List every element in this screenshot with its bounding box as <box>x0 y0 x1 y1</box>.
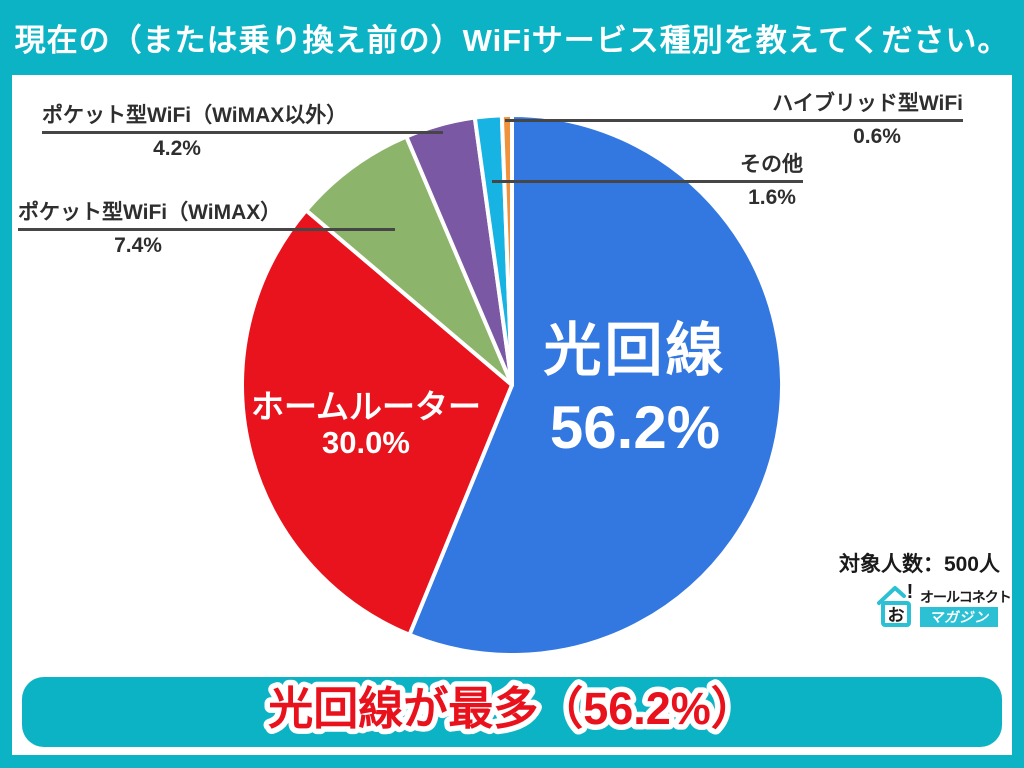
conclusion-banner: 光回線が最多（56.2%） <box>22 677 1002 747</box>
callout-pct-hybrid-wifi: 0.6% <box>853 125 901 148</box>
sample-size-note: 対象人数：500人 <box>838 553 1000 576</box>
pie-slice <box>240 208 514 637</box>
callout-label: ポケット型WiFi（WiMAX以外） <box>42 104 348 127</box>
house-icon: お ! <box>877 582 914 627</box>
callout-hybrid-wifi: ハイブリッド型WiFi <box>505 90 963 122</box>
conclusion-text: 光回線が最多（56.2%） <box>268 683 756 734</box>
slice-label-fiber: 光回線 <box>543 318 727 383</box>
callout-pct-pocket-wifi-non-wimax: 4.2% <box>153 137 201 160</box>
logo-brand-text: オールコネクト <box>920 589 1012 605</box>
logo-glyph: お <box>888 606 905 625</box>
pie-slice <box>407 113 784 657</box>
pie-slice <box>304 134 514 387</box>
callout-pct-pocket-wifi-wimax: 7.4% <box>114 234 162 257</box>
callout-label: ポケット型WiFi（WiMAX） <box>18 201 282 224</box>
slice-label-home-router: ホームルーター <box>250 388 481 425</box>
callout-other: その他 <box>492 151 803 183</box>
logo-sub-box: マガジン <box>920 607 998 627</box>
page-title: 現在の（または乗り換え前の）WiFiサービス種別を教えてください。 <box>14 23 1010 58</box>
header: 現在の（または乗り換え前の）WiFiサービス種別を教えてください。 <box>0 0 1024 75</box>
slice-pct-fiber: 56.2% <box>549 394 721 461</box>
callout-pct-other: 1.6% <box>748 186 796 209</box>
callout-label: その他 <box>740 153 803 176</box>
slice-pct-home-router: 30.0% <box>322 425 410 460</box>
callout-pocket-wifi-wimax: ポケット型WiFi（WiMAX） <box>18 199 395 231</box>
logo-exclamation: ! <box>907 582 914 603</box>
callout-pocket-wifi-non-wimax: ポケット型WiFi（WiMAX以外） <box>42 102 443 134</box>
callout-label: ハイブリッド型WiFi <box>772 92 963 115</box>
logo-sub-text: マガジン <box>929 609 989 625</box>
brand-logo: お ! オールコネクト マガジン <box>876 582 1012 634</box>
